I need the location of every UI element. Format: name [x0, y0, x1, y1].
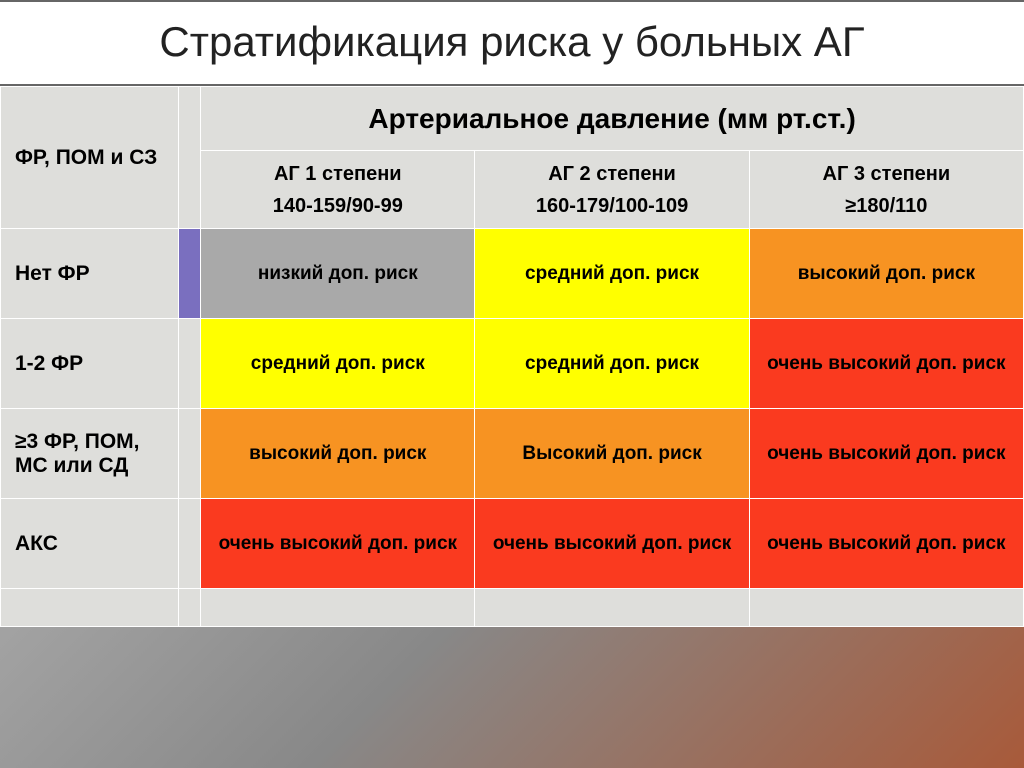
slide-title: Стратификация риска у больных АГ	[0, 0, 1024, 86]
footer-cell	[201, 589, 475, 627]
slide: Стратификация риска у больных АГ ФР, ПОМ…	[0, 0, 1024, 768]
header-spacer	[179, 87, 201, 229]
header-left-label: ФР, ПОМ и СЗ	[1, 87, 179, 229]
risk-cell: очень высокий доп. риск	[749, 409, 1023, 499]
col-label: АГ 2 степени	[548, 163, 676, 185]
risk-cell: очень высокий доп. риск	[475, 499, 749, 589]
footer-cell	[1, 589, 179, 627]
risk-cell: средний доп. риск	[201, 319, 475, 409]
header-top-span: Артериальное давление (мм рт.ст.)	[201, 87, 1024, 151]
footer-cell	[749, 589, 1023, 627]
table-row: Нет ФР низкий доп. риск средний доп. рис…	[1, 229, 1024, 319]
risk-cell: Высокий доп. риск	[475, 409, 749, 499]
row-label-3: АКС	[1, 499, 179, 589]
table-row: 1-2 ФР средний доп. риск средний доп. ри…	[1, 319, 1024, 409]
header-row-1: ФР, ПОМ и СЗ Артериальное давление (мм р…	[1, 87, 1024, 151]
risk-cell: очень высокий доп. риск	[749, 319, 1023, 409]
table-row: АКС очень высокий доп. риск очень высоки…	[1, 499, 1024, 589]
row-label-1: 1-2 ФР	[1, 319, 179, 409]
risk-cell: очень высокий доп. риск	[749, 499, 1023, 589]
risk-cell: высокий доп. риск	[749, 229, 1023, 319]
risk-cell: низкий доп. риск	[201, 229, 475, 319]
row-spacer-0	[179, 229, 201, 319]
footer-row	[1, 589, 1024, 627]
risk-table: ФР, ПОМ и СЗ Артериальное давление (мм р…	[0, 86, 1024, 627]
col-range: 160-179/100-109	[475, 192, 748, 220]
col-header-2: АГ 3 степени ≥180/110	[749, 151, 1023, 229]
risk-cell: средний доп. риск	[475, 319, 749, 409]
col-label: АГ 1 степени	[274, 163, 402, 185]
col-range: ≥180/110	[750, 192, 1023, 220]
col-label: АГ 3 степени	[823, 163, 951, 185]
footer-cell	[179, 589, 201, 627]
table-row: ≥3 ФР, ПОМ, МС или СД высокий доп. риск …	[1, 409, 1024, 499]
row-spacer-1	[179, 319, 201, 409]
row-label-2: ≥3 ФР, ПОМ, МС или СД	[1, 409, 179, 499]
col-header-1: АГ 2 степени 160-179/100-109	[475, 151, 749, 229]
col-header-0: АГ 1 степени 140-159/90-99	[201, 151, 475, 229]
row-spacer-2	[179, 409, 201, 499]
risk-cell: очень высокий доп. риск	[201, 499, 475, 589]
row-label-0: Нет ФР	[1, 229, 179, 319]
risk-cell: высокий доп. риск	[201, 409, 475, 499]
row-spacer-3	[179, 499, 201, 589]
footer-cell	[475, 589, 749, 627]
risk-cell: средний доп. риск	[475, 229, 749, 319]
col-range: 140-159/90-99	[201, 192, 474, 220]
